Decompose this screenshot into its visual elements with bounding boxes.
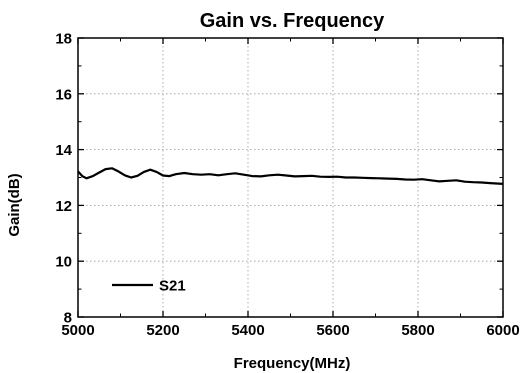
y-tick-label: 14 <box>55 142 72 159</box>
y-tick-label: 8 <box>64 310 72 327</box>
x-tick-label: 5600 <box>316 322 349 339</box>
y-axis-label: Gain(dB) <box>6 173 23 236</box>
legend: S21 <box>112 278 186 295</box>
y-tick-label: 18 <box>55 31 72 48</box>
series-line-s21 <box>77 167 504 185</box>
y-tick-label: 10 <box>55 254 72 271</box>
y-tick-labels: 8 10 12 14 16 18 <box>55 31 72 327</box>
x-tick-label: 5800 <box>401 322 434 339</box>
chart-title: Gain vs. Frequency <box>200 10 385 32</box>
x-tick-labels: 5000 5200 5400 5600 5800 6000 <box>61 322 519 339</box>
legend-label-s21: S21 <box>159 278 186 295</box>
x-axis-label: Frequency(MHz) <box>234 355 351 372</box>
x-tick-label: 5400 <box>231 322 264 339</box>
axis-ticks <box>77 37 504 318</box>
x-tick-label: 5200 <box>146 322 179 339</box>
y-tick-label: 12 <box>55 198 72 215</box>
grid-lines <box>78 38 503 317</box>
x-tick-label: 5000 <box>61 322 94 339</box>
x-tick-label: 6000 <box>486 322 519 339</box>
y-tick-label: 16 <box>55 86 72 103</box>
plot-frame <box>77 37 504 318</box>
